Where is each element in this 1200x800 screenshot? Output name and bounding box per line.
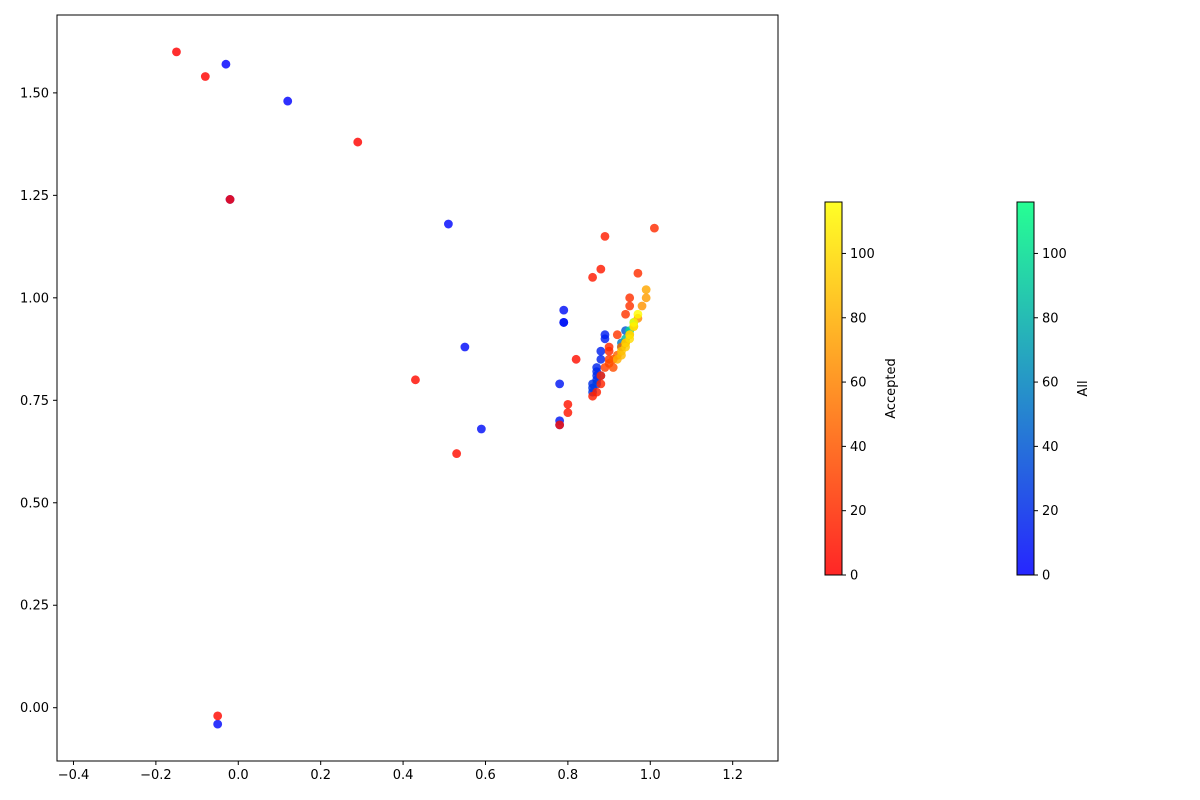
x-tick-label: 0.2 [310,768,331,783]
colorbar-tick-label: 20 [850,504,867,519]
data-point [221,59,231,69]
colorbar-tick-label: 0 [850,569,858,584]
data-point [625,330,635,340]
data-point [625,301,635,311]
y-tick-label: 0.25 [20,599,49,614]
data-point [411,375,420,385]
data-point [625,293,635,303]
colorbar-label: All [1076,380,1091,396]
data-point [353,137,363,147]
data-point [633,268,643,278]
data-point [559,305,569,315]
colorbar-gradient [825,202,842,575]
data-point [559,318,569,327]
data-point [596,379,606,389]
y-tick-label: 1.25 [20,189,49,204]
data-point [596,264,606,274]
data-point [555,420,565,430]
data-point [592,387,602,397]
y-tick-label: 1.50 [20,86,49,101]
series-accepted [172,47,659,721]
data-point [563,408,573,417]
data-point [600,334,610,344]
x-tick-label: 0.6 [475,768,496,783]
colorbar-all: 0 20 40 60 80 100 All [1016,201,1091,584]
x-tick-label: −0.2 [140,768,172,783]
data-point [213,711,223,721]
plot-area: −0.4 −0.2 0.0 0.2 0.4 0.6 0.8 1.0 1.2 0.00 0.25 0.5… [20,14,779,783]
colorbar-tick-label: 20 [1042,504,1059,519]
colorbar-tick-label: 100 [850,247,875,262]
y-tick-label: 0.50 [20,496,49,511]
x-tick-label: 0.0 [228,768,249,783]
colorbar-accepted: 0 20 40 60 80 100 Accepted [824,201,899,584]
colorbar-label: Accepted [884,358,899,419]
y-tick-label: 0.00 [20,701,49,716]
data-point [476,424,486,434]
colorbar-tick-label: 40 [1042,440,1059,455]
data-point [213,719,223,729]
colorbar-tick-label: 60 [1042,376,1059,391]
data-point [452,449,462,458]
colorbar-tick-label: 60 [850,376,867,391]
data-point [650,223,659,233]
data-point [637,301,647,311]
data-point [621,309,630,319]
x-tick-label: 1.0 [640,768,661,783]
data-point [172,47,181,57]
x-tick-label: 1.2 [722,768,743,783]
x-tick-label: 0.8 [558,768,579,783]
data-point [571,354,581,364]
data-point [600,231,610,241]
colorbar-tick-label: 80 [850,311,867,326]
data-point [596,354,606,364]
x-tick-label: −0.4 [58,768,90,783]
data-point [596,346,606,356]
data-point [604,346,614,356]
colorbar-tick-label: 0 [1042,569,1050,584]
data-point [444,219,453,229]
data-point [608,363,618,372]
y-tick-label: 1.00 [20,291,49,306]
data-point [629,318,639,327]
x-tick-label: 0.4 [393,768,414,783]
data-point [555,379,565,389]
colorbar-tick-label: 100 [1042,247,1067,262]
colorbar-frame [1016,201,1035,576]
colorbar-tick-label: 80 [1042,311,1059,326]
data-point [596,371,606,381]
data-point [200,72,210,81]
axes-frame [56,14,779,762]
data-point [283,96,293,106]
data-point [588,272,597,282]
data-point [641,285,651,295]
data-point [225,195,235,204]
colorbar-gradient [1017,202,1034,575]
data-point [563,400,573,409]
y-tick-label: 0.75 [20,394,49,409]
colorbar-tick-label: 40 [850,440,867,455]
data-point [612,330,622,340]
data-point [460,342,470,352]
colorbar-frame [824,201,843,576]
data-point [633,309,643,319]
data-point [641,293,651,303]
